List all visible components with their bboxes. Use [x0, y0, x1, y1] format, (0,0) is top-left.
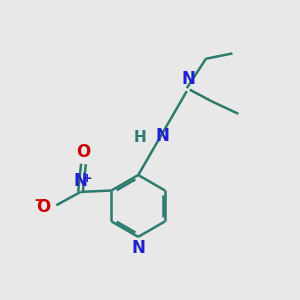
Text: N: N: [181, 70, 195, 88]
Text: N: N: [74, 172, 88, 190]
Text: O: O: [76, 143, 91, 161]
Text: O: O: [36, 198, 50, 216]
Text: −: −: [34, 193, 46, 208]
Text: +: +: [82, 172, 92, 184]
Text: H: H: [134, 130, 146, 145]
Text: N: N: [155, 127, 169, 145]
Text: N: N: [131, 239, 145, 257]
